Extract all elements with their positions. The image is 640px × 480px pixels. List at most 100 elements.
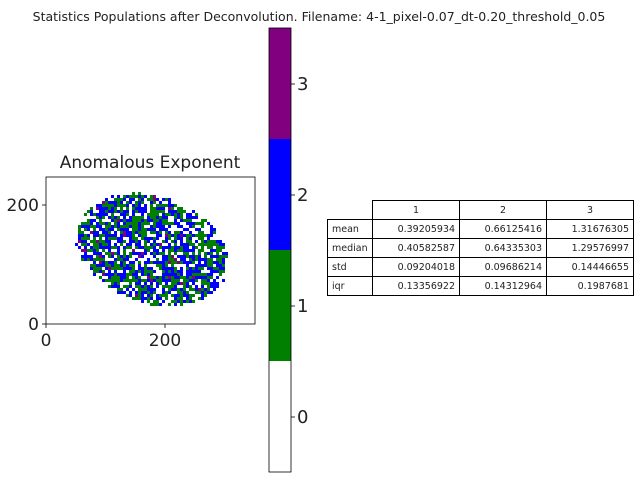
heatmap-cell [84,246,87,249]
heatmap-cell [102,240,105,243]
heatmap-cell [180,291,183,294]
heatmap-cell [174,210,177,213]
heatmap-cell [90,219,93,222]
heatmap-cell [129,237,132,240]
heatmap-cell [138,294,141,297]
heatmap-cell [162,255,165,258]
heatmap-cell [120,264,123,267]
heatmap-cell [207,243,210,246]
heatmap-cell [96,246,99,249]
heatmap-cell [132,297,135,300]
heatmap-cell [171,261,174,264]
heatmap-cell [132,222,135,225]
colorbar-segment-1 [269,250,291,361]
heatmap-cell [195,288,198,291]
x-tick-label: 0 [41,331,52,351]
heatmap-cell [132,204,135,207]
heatmap-cell [120,225,123,228]
heatmap-cell [108,201,111,204]
heatmap-cell [111,234,114,237]
heatmap-cell [102,255,105,258]
heatmap-cell [114,243,117,246]
heatmap-cell [99,261,102,264]
heatmap-cell [117,282,120,285]
heatmap-cell [78,237,81,240]
heatmap-cell [171,273,174,276]
heatmap-cell [168,249,171,252]
heatmap-cell [135,294,138,297]
heatmap-cell [213,267,216,270]
heatmap-cell [168,273,171,276]
heatmap-cell [129,267,132,270]
heatmap-cell [180,288,183,291]
heatmap-cell [96,243,99,246]
heatmap-cell [153,198,156,201]
heatmap-cell [195,246,198,249]
heatmap-cell [201,231,204,234]
heatmap-cell [201,291,204,294]
heatmap-cell [84,225,87,228]
heatmap-cell [126,219,129,222]
heatmap-cell [186,246,189,249]
heatmap-cell [159,243,162,246]
heatmap-cell [105,204,108,207]
table-header-row: 1 2 3 [328,200,634,220]
heatmap-cell [120,291,123,294]
heatmap-cell [114,219,117,222]
heatmap-cell [126,225,129,228]
heatmap-cell [135,270,138,273]
heatmap-cell [174,216,177,219]
heatmap-cell [150,261,153,264]
heatmap-cell [108,240,111,243]
heatmap-cell [210,258,213,261]
colorbar-frame [268,27,292,473]
heatmap-cell [111,237,114,240]
heatmap-cell [162,213,165,216]
heatmap-cell [219,240,222,243]
heatmap-cell [168,279,171,282]
heatmap-cell [192,261,195,264]
heatmap-cell [177,282,180,285]
heatmap-cell [117,258,120,261]
heatmap-cell [174,249,177,252]
heatmap-cell [207,258,210,261]
heatmap-cell [138,195,141,198]
heatmap-cell [96,270,99,273]
heatmap-cell [84,243,87,246]
heatmap-cell [105,279,108,282]
heatmap-cell [111,228,114,231]
table-row-label: median [327,238,373,258]
heatmap-cell [129,285,132,288]
heatmap-cell [225,252,228,255]
colorbar-tick-label: 2 [297,185,308,206]
heatmap-cell [117,285,120,288]
heatmap-cell [195,240,198,243]
heatmap-cell [117,222,120,225]
heatmap-cell [84,222,87,225]
heatmap-cell [129,225,132,228]
heatmap-cell [198,258,201,261]
heatmap-cell [204,279,207,282]
heatmap-cell [159,207,162,210]
heatmap-cell [81,231,84,234]
heatmap-cell [216,252,219,255]
heatmap-cell [120,279,123,282]
heatmap-cell [129,231,132,234]
heatmap-cell [96,258,99,261]
heatmap-cell [102,222,105,225]
heatmap-cell [132,279,135,282]
heatmap-cell [177,225,180,228]
heatmap-cell [177,279,180,282]
heatmap-cell [108,264,111,267]
heatmap-cell [195,264,198,267]
heatmap-cell [132,219,135,222]
heatmap-cell [165,204,168,207]
heatmap-cell [156,249,159,252]
heatmap-cell [156,210,159,213]
heatmap-cell [180,297,183,300]
heatmap-cell [171,264,174,267]
heatmap-cell [168,234,171,237]
heatmap-cell [174,267,177,270]
heatmap-cell [177,270,180,273]
heatmap-cell [75,243,78,246]
